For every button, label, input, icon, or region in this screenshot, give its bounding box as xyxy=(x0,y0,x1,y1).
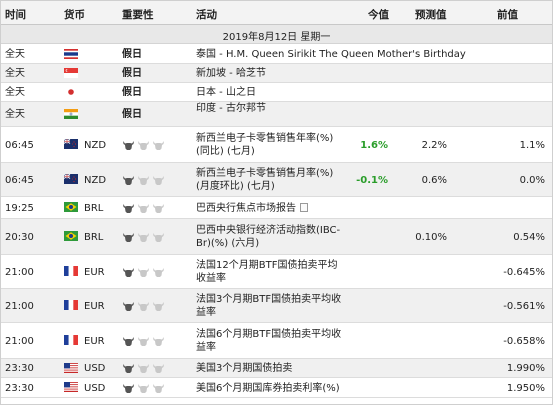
previous-value: -0.645% xyxy=(503,267,545,278)
importance-bulls-icon xyxy=(122,383,170,395)
event-name[interactable]: 巴西央行焦点市场报告 xyxy=(196,202,346,215)
holiday-label: 假日 xyxy=(122,68,142,79)
importance-bulls-icon xyxy=(122,267,170,279)
table-row[interactable]: 全天 假日 日本 - 山之日 xyxy=(1,83,552,102)
usa-flag-icon xyxy=(64,363,78,373)
holiday-label: 假日 xyxy=(122,49,142,60)
row-currency: NZD xyxy=(84,140,107,151)
table-row[interactable]: 全天 假日 泰国 - H.M. Queen Sirikit The Queen Mo… xyxy=(1,45,552,64)
event-name[interactable]: 新加坡 - 哈芝节 xyxy=(196,68,266,79)
header-actual: 今值 xyxy=(368,9,389,21)
header-forecast: 预测值 xyxy=(415,9,447,21)
singapore-flag-icon xyxy=(64,68,78,78)
france-flag-icon xyxy=(64,300,78,310)
event-name[interactable]: 法国12个月期BTF国债拍卖平均收益率 xyxy=(196,260,338,284)
table-header: 时间 货币 重要性 活动 今值 预测值 前值 xyxy=(1,1,552,25)
forecast-value: 0.6% xyxy=(421,175,447,186)
row-currency: BRL xyxy=(84,203,104,214)
row-time: 全天 xyxy=(5,87,25,98)
france-flag-icon xyxy=(64,335,78,345)
table-row[interactable]: 21:00 EUR 法国12个月期BTF国债拍卖平均收益率 -0.645% xyxy=(1,255,552,289)
importance-bulls-icon xyxy=(122,140,170,152)
event-name[interactable]: 新西兰电子卡零售销售月率(%) (月度环比) (七月) xyxy=(196,168,334,192)
previous-value: 1.1% xyxy=(519,140,545,151)
thailand-flag-icon xyxy=(64,49,78,59)
header-currency: 货币 xyxy=(64,9,85,21)
previous-value: -0.561% xyxy=(503,301,545,312)
table-row[interactable]: 23:30 USD 美国6个月期国库券拍卖利率(%) 1.950% xyxy=(1,378,552,398)
importance-bulls-icon xyxy=(122,301,170,313)
row-time: 06:45 xyxy=(5,175,34,186)
row-time: 21:00 xyxy=(5,336,34,347)
header-event: 活动 xyxy=(196,9,217,21)
japan-flag-icon xyxy=(64,87,78,97)
table-row[interactable]: 全天 假日 新加坡 - 哈芝节 xyxy=(1,64,552,83)
row-time: 全天 xyxy=(5,109,25,120)
usa-flag-icon xyxy=(64,382,78,392)
importance-bulls-icon xyxy=(122,175,170,187)
row-time: 21:00 xyxy=(5,301,34,312)
forecast-value: 0.10% xyxy=(415,232,447,243)
row-time: 19:25 xyxy=(5,203,34,214)
header-importance: 重要性 xyxy=(122,9,154,21)
row-currency: NZD xyxy=(84,175,107,186)
new-zealand-flag-icon xyxy=(64,139,78,149)
previous-value: 0.54% xyxy=(513,232,545,243)
table-row[interactable]: 21:00 EUR 法国3个月期BTF国债拍卖平均收益率 -0.561% xyxy=(1,289,552,323)
importance-bulls-icon xyxy=(122,203,170,215)
event-name[interactable]: 巴西中央银行经济活动指数(IBC-Br)(%) (六月) xyxy=(196,225,341,249)
table-row[interactable]: 06:45 NZD 新西兰电子卡零售销售月率(%) (月度环比) (七月) -0.1%… xyxy=(1,163,552,197)
table-row[interactable]: 06:45 NZD 新西兰电子卡零售销售年率(%) (同比) (七月) 1.6% 2.2… xyxy=(1,127,552,163)
header-time: 时间 xyxy=(5,9,26,21)
row-currency: USD xyxy=(84,383,106,394)
event-name[interactable]: 美国6个月期国库券拍卖利率(%) xyxy=(196,383,340,394)
table-row[interactable]: 21:00 EUR 法国6个月期BTF国债拍卖平均收益率 -0.658% xyxy=(1,323,552,359)
actual-value: -0.1% xyxy=(356,175,388,186)
row-time: 20:30 xyxy=(5,232,34,243)
importance-bulls-icon xyxy=(122,232,170,244)
row-time: 23:30 xyxy=(5,383,34,394)
row-currency: BRL xyxy=(84,232,104,243)
event-name[interactable]: 泰国 - H.M. Queen Sirikit The Queen Mother… xyxy=(196,49,466,60)
table-row[interactable]: 19:25 BRL 巴西央行焦点市场报告 xyxy=(1,197,552,219)
row-time: 全天 xyxy=(5,49,25,60)
previous-value: 1.990% xyxy=(506,363,545,374)
actual-value: 1.6% xyxy=(360,140,388,151)
brazil-flag-icon xyxy=(64,202,78,212)
event-name[interactable]: 印度 - 古尔邦节 xyxy=(196,103,266,114)
date-label: 2019年8月12日 星期一 xyxy=(222,32,331,43)
row-currency: EUR xyxy=(84,267,105,278)
table-row[interactable]: 20:30 BRL 巴西中央银行经济活动指数(IBC-Br)(%) (六月) 0.10… xyxy=(1,219,552,255)
importance-bulls-icon xyxy=(122,363,170,375)
row-time: 06:45 xyxy=(5,140,34,151)
new-zealand-flag-icon xyxy=(64,174,78,184)
event-name[interactable]: 美国3个月期国债拍卖 xyxy=(196,363,293,374)
date-row: 2019年8月12日 星期一 xyxy=(1,25,552,44)
table-row[interactable]: 全天 假日 印度 - 古尔邦节 xyxy=(1,102,552,127)
france-flag-icon xyxy=(64,266,78,276)
brazil-flag-icon xyxy=(64,231,78,241)
row-time: 全天 xyxy=(5,68,25,79)
event-name[interactable]: 日本 - 山之日 xyxy=(196,87,256,98)
table-row[interactable]: 23:30 USD 美国3个月期国债拍卖 1.990% xyxy=(1,359,552,378)
holiday-label: 假日 xyxy=(122,109,142,120)
previous-value: -0.658% xyxy=(503,336,545,347)
importance-bulls-icon xyxy=(122,336,170,348)
row-time: 21:00 xyxy=(5,267,34,278)
row-currency: EUR xyxy=(84,301,105,312)
forecast-value: 2.2% xyxy=(421,140,447,151)
document-icon[interactable] xyxy=(300,203,308,212)
row-currency: EUR xyxy=(84,336,105,347)
previous-value: 1.950% xyxy=(506,383,545,394)
holiday-label: 假日 xyxy=(122,87,142,98)
event-name[interactable]: 法国6个月期BTF国债拍卖平均收益率 xyxy=(196,329,342,353)
event-name[interactable]: 法国3个月期BTF国债拍卖平均收益率 xyxy=(196,294,342,318)
row-currency: USD xyxy=(84,363,106,374)
row-time: 23:30 xyxy=(5,363,34,374)
header-previous: 前值 xyxy=(497,9,518,21)
previous-value: 0.0% xyxy=(519,175,545,186)
event-name[interactable]: 新西兰电子卡零售销售年率(%) (同比) (七月) xyxy=(196,133,334,157)
india-flag-icon xyxy=(64,109,78,119)
